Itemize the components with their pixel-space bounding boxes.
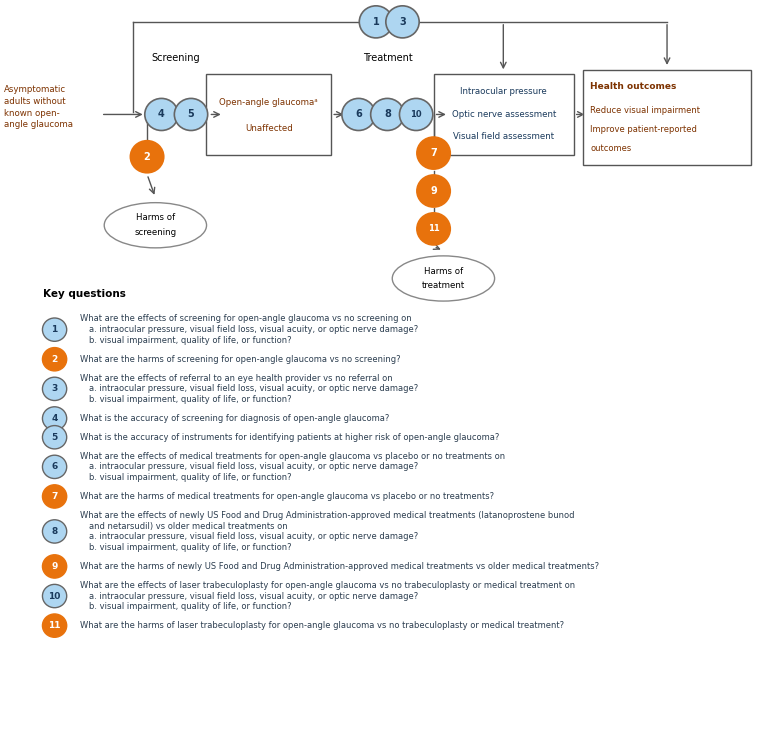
Text: b. visual impairment, quality of life, or function?: b. visual impairment, quality of life, o… bbox=[89, 602, 292, 612]
Text: Visual field assessment: Visual field assessment bbox=[453, 133, 554, 141]
Circle shape bbox=[417, 175, 450, 207]
Text: b. visual impairment, quality of life, or function?: b. visual impairment, quality of life, o… bbox=[89, 336, 292, 345]
Text: 8: 8 bbox=[52, 527, 58, 536]
Text: 9: 9 bbox=[52, 562, 58, 571]
Circle shape bbox=[145, 98, 178, 130]
Circle shape bbox=[174, 98, 208, 130]
Circle shape bbox=[42, 485, 67, 508]
Text: b. visual impairment, quality of life, or function?: b. visual impairment, quality of life, o… bbox=[89, 395, 292, 404]
Text: What are the effects of referral to an eye health provider vs no referral on: What are the effects of referral to an e… bbox=[80, 373, 392, 383]
Text: 4: 4 bbox=[52, 414, 58, 423]
Text: Reduce visual impairment: Reduce visual impairment bbox=[590, 106, 700, 115]
Text: treatment: treatment bbox=[421, 281, 465, 290]
Text: Key questions: Key questions bbox=[43, 289, 126, 299]
Text: 5: 5 bbox=[188, 109, 194, 120]
Text: 7: 7 bbox=[431, 148, 437, 158]
Circle shape bbox=[42, 348, 67, 371]
Circle shape bbox=[42, 318, 67, 341]
Text: Unaffected: Unaffected bbox=[245, 125, 293, 133]
Circle shape bbox=[386, 6, 419, 38]
Text: 5: 5 bbox=[52, 433, 58, 442]
Text: What are the effects of medical treatments for open-angle glaucoma vs placebo or: What are the effects of medical treatmen… bbox=[80, 451, 505, 461]
Text: 7: 7 bbox=[52, 492, 58, 501]
Text: b. visual impairment, quality of life, or function?: b. visual impairment, quality of life, o… bbox=[89, 473, 292, 482]
Ellipse shape bbox=[104, 203, 206, 248]
Circle shape bbox=[371, 98, 404, 130]
Text: b. visual impairment, quality of life, or function?: b. visual impairment, quality of life, o… bbox=[89, 543, 292, 552]
Text: 3: 3 bbox=[52, 384, 58, 394]
Circle shape bbox=[42, 377, 67, 400]
Text: What is the accuracy of instruments for identifying patients at higher risk of o: What is the accuracy of instruments for … bbox=[80, 433, 499, 442]
Circle shape bbox=[417, 137, 450, 169]
Text: What are the harms of newly US Food and Drug Administration-approved medical tre: What are the harms of newly US Food and … bbox=[80, 562, 599, 571]
Text: 10: 10 bbox=[410, 110, 422, 119]
Circle shape bbox=[399, 98, 433, 130]
Text: Asymptomatic
adults without
known open-
angle glaucoma: Asymptomatic adults without known open- … bbox=[4, 85, 73, 129]
Ellipse shape bbox=[392, 256, 494, 301]
Text: Improve patient-reported: Improve patient-reported bbox=[590, 125, 697, 134]
Bar bbox=[583, 70, 751, 165]
Circle shape bbox=[42, 455, 67, 478]
Text: a. intraocular pressure, visual field loss, visual acuity, or optic nerve damage: a. intraocular pressure, visual field lo… bbox=[89, 591, 418, 601]
Text: screening: screening bbox=[134, 228, 177, 237]
Circle shape bbox=[42, 426, 67, 449]
Text: 6: 6 bbox=[356, 109, 362, 120]
Text: Optic nerve assessment: Optic nerve assessment bbox=[452, 110, 556, 119]
Text: Screening: Screening bbox=[152, 52, 200, 63]
Text: What are the effects of screening for open-angle glaucoma vs no screening on: What are the effects of screening for op… bbox=[80, 314, 411, 324]
Text: 11: 11 bbox=[428, 225, 440, 233]
Text: and netarsudil) vs older medical treatments on: and netarsudil) vs older medical treatme… bbox=[89, 521, 288, 531]
Text: 3: 3 bbox=[399, 17, 406, 27]
Text: 4: 4 bbox=[158, 109, 164, 120]
Text: 8: 8 bbox=[384, 109, 391, 120]
Text: outcomes: outcomes bbox=[590, 144, 631, 153]
Text: 2: 2 bbox=[52, 355, 58, 364]
Text: Treatment: Treatment bbox=[363, 52, 413, 63]
Text: a. intraocular pressure, visual field loss, visual acuity, or optic nerve damage: a. intraocular pressure, visual field lo… bbox=[89, 462, 418, 472]
Text: 2: 2 bbox=[144, 152, 150, 162]
Text: What are the harms of laser trabeculoplasty for open-angle glaucoma vs no trabec: What are the harms of laser trabeculopla… bbox=[80, 621, 564, 630]
Circle shape bbox=[130, 141, 164, 173]
Circle shape bbox=[42, 407, 67, 430]
Circle shape bbox=[42, 520, 67, 543]
Text: Harms of: Harms of bbox=[136, 214, 175, 222]
Circle shape bbox=[42, 585, 67, 608]
Text: What are the harms of screening for open-angle glaucoma vs no screening?: What are the harms of screening for open… bbox=[80, 355, 400, 364]
Text: Open-angle glaucomaᵃ: Open-angle glaucomaᵃ bbox=[219, 98, 318, 107]
Text: What are the harms of medical treatments for open-angle glaucoma vs placebo or n: What are the harms of medical treatments… bbox=[80, 492, 493, 501]
Bar bbox=[206, 74, 331, 155]
Bar bbox=[434, 74, 574, 155]
Text: Harms of: Harms of bbox=[424, 267, 463, 276]
Text: What are the effects of laser trabeculoplasty for open-angle glaucoma vs no trab: What are the effects of laser trabeculop… bbox=[80, 581, 575, 590]
Text: What are the effects of newly US Food and Drug Administration-approved medical t: What are the effects of newly US Food an… bbox=[80, 511, 574, 520]
Text: 10: 10 bbox=[49, 591, 61, 601]
Text: 6: 6 bbox=[52, 462, 58, 472]
Text: 1: 1 bbox=[373, 17, 379, 27]
Text: a. intraocular pressure, visual field loss, visual acuity, or optic nerve damage: a. intraocular pressure, visual field lo… bbox=[89, 532, 418, 542]
Circle shape bbox=[342, 98, 375, 130]
Circle shape bbox=[42, 614, 67, 637]
Circle shape bbox=[417, 213, 450, 245]
Text: a. intraocular pressure, visual field loss, visual acuity, or optic nerve damage: a. intraocular pressure, visual field lo… bbox=[89, 325, 418, 334]
Circle shape bbox=[42, 555, 67, 578]
Text: Health outcomes: Health outcomes bbox=[590, 82, 677, 90]
Text: 9: 9 bbox=[431, 186, 437, 196]
Text: Intraocular pressure: Intraocular pressure bbox=[460, 87, 547, 96]
Circle shape bbox=[359, 6, 393, 38]
Text: a. intraocular pressure, visual field loss, visual acuity, or optic nerve damage: a. intraocular pressure, visual field lo… bbox=[89, 384, 418, 394]
Text: 11: 11 bbox=[49, 621, 61, 630]
Text: 1: 1 bbox=[52, 325, 58, 334]
Text: What is the accuracy of screening for diagnosis of open-angle glaucoma?: What is the accuracy of screening for di… bbox=[80, 414, 389, 423]
